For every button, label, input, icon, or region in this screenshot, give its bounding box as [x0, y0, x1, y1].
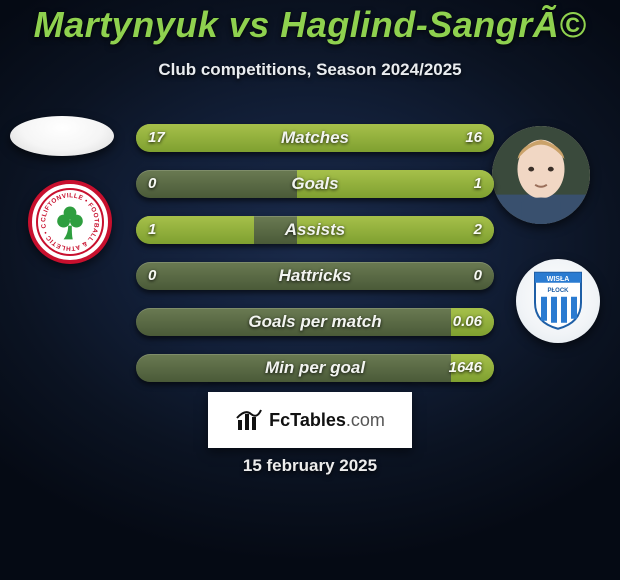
stat-row-hattricks: 0 Hattricks 0 [136, 262, 494, 290]
stat-val-right: 16 [465, 124, 482, 152]
club1-inner-ring: CLIFTONVILLE • FOOTBALL & ATHLETIC • CLU… [36, 188, 104, 256]
stats-container: 17 Matches 16 0 Goals 1 1 Assists 2 0 Ha… [136, 124, 494, 400]
stat-val-right: 1646 [449, 354, 482, 382]
branding-text: FcTables.com [269, 410, 385, 431]
stat-label: Matches [136, 124, 494, 152]
branding-prefix: Fc [269, 410, 290, 430]
player2-club-badge: WISŁA PŁOCK [516, 259, 600, 343]
stat-label: Hattricks [136, 262, 494, 290]
stat-val-right: 0 [474, 262, 482, 290]
branding-main: Tables [290, 410, 346, 430]
stat-row-gpm: Goals per match 0.06 [136, 308, 494, 336]
stat-row-mpg: Min per goal 1646 [136, 354, 494, 382]
club2-text-mid: PŁOCK [548, 288, 570, 294]
stat-label: Assists [136, 216, 494, 244]
bar-chart-icon [235, 406, 263, 434]
player2-face-icon [492, 126, 590, 224]
page-title: Martynyuk vs Haglind-SangrÃ© [0, 0, 620, 46]
branding-suffix: .com [346, 410, 385, 430]
stat-row-matches: 17 Matches 16 [136, 124, 494, 152]
player1-club-badge: CLIFTONVILLE • FOOTBALL & ATHLETIC • CLU… [28, 180, 112, 264]
stat-val-right: 0.06 [453, 308, 482, 336]
stat-label: Goals per match [136, 308, 494, 336]
club2-svg: WISŁA PŁOCK [531, 269, 585, 331]
stat-val-right: 1 [474, 170, 482, 198]
stat-val-right: 2 [474, 216, 482, 244]
subtitle: Club competitions, Season 2024/2025 [0, 60, 620, 80]
club2-text-top: WISŁA [547, 276, 570, 283]
branding-box: FcTables.com [208, 392, 412, 448]
player1-photo [10, 116, 114, 156]
infographic-root: Martynyuk vs Haglind-SangrÃ© Club compet… [0, 0, 620, 580]
stat-row-assists: 1 Assists 2 [136, 216, 494, 244]
shamrock-icon [57, 206, 83, 239]
player2-photo [492, 126, 590, 224]
club1-svg: CLIFTONVILLE • FOOTBALL & ATHLETIC • CLU… [38, 187, 102, 257]
stat-label: Min per goal [136, 354, 494, 382]
date-text: 15 february 2025 [0, 456, 620, 476]
stat-label: Goals [136, 170, 494, 198]
stat-row-goals: 0 Goals 1 [136, 170, 494, 198]
